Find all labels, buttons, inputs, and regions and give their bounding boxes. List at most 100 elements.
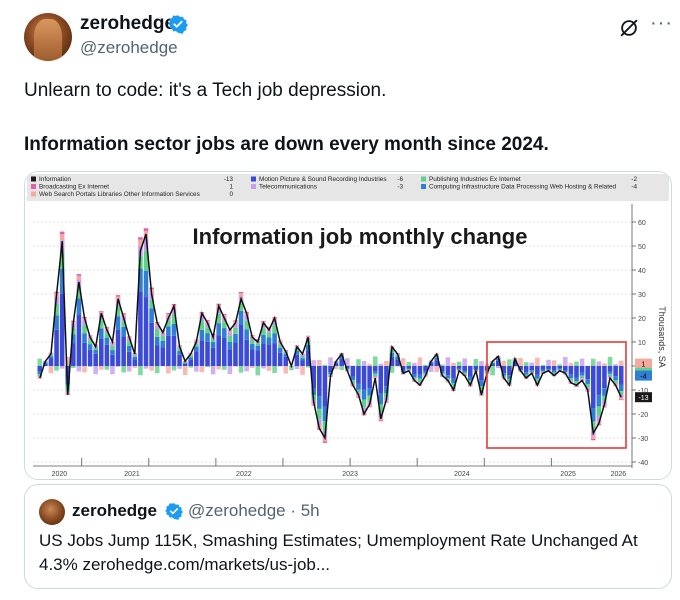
- bar-segment: [277, 352, 283, 366]
- handle[interactable]: @zerohedge: [80, 38, 178, 57]
- legend-box: [27, 174, 669, 201]
- bar-segment: [507, 379, 512, 383]
- bar-segment: [417, 378, 423, 383]
- avatar[interactable]: [24, 13, 72, 61]
- quoted-avatar[interactable]: [39, 499, 65, 525]
- bar-segment: [115, 316, 121, 330]
- legend-swatch: [31, 184, 36, 189]
- bar-segment: [613, 380, 618, 383]
- bar-segment: [317, 419, 322, 426]
- bar-segment: [590, 358, 596, 366]
- bar-segment: [205, 366, 210, 368]
- legend-swatch: [421, 184, 426, 189]
- display-name[interactable]: zerohedge: [80, 13, 176, 34]
- x-tick-label: 2023: [342, 471, 358, 478]
- bar-segment: [490, 366, 495, 376]
- bar-segment: [607, 366, 613, 372]
- bar-segment: [255, 366, 261, 376]
- bar-segment: [423, 371, 428, 374]
- y-axis-label: Thousands, SA: [657, 306, 667, 368]
- bar-segment: [194, 343, 199, 347]
- bar-segment: [266, 366, 272, 371]
- bar-segment: [417, 366, 423, 375]
- bar-segment: [182, 366, 188, 376]
- bar-segment: [344, 366, 350, 369]
- bar-segment: [495, 360, 501, 366]
- quoted-time[interactable]: · 5h: [290, 501, 320, 520]
- bar-segment: [221, 322, 227, 329]
- bar-segment: [529, 362, 535, 366]
- quoted-display-name[interactable]: zerohedge: [72, 501, 158, 520]
- bar-segment: [473, 358, 479, 366]
- bar-segment: [389, 366, 395, 373]
- more-options-icon[interactable]: ···: [650, 12, 673, 34]
- bar-segment: [445, 357, 451, 366]
- bar-segment: [76, 288, 82, 299]
- quoted-handle[interactable]: @zerohedge: [188, 501, 286, 520]
- bar-segment: [590, 438, 596, 441]
- bar-segment: [87, 349, 93, 366]
- bar-segment: [574, 381, 579, 384]
- bar-segment: [244, 339, 249, 366]
- quoted-handle-time[interactable]: @zerohedge · 5h: [188, 501, 320, 521]
- bar-segment: [412, 381, 417, 382]
- bar-segment: [188, 355, 194, 358]
- bar-segment: [479, 380, 484, 387]
- bar-segment: [76, 275, 82, 280]
- bar-segment: [272, 320, 277, 326]
- bar-segment: [205, 333, 210, 342]
- bar-segment: [412, 374, 417, 378]
- bar-segment: [501, 373, 507, 376]
- information-total-line: [39, 233, 622, 441]
- bar-segment: [356, 359, 361, 366]
- bar-segment: [93, 366, 98, 375]
- quoted-tweet[interactable]: zerohedge @zerohedge · 5h US Jobs Jump 1…: [24, 484, 672, 589]
- bar-segment: [277, 344, 283, 348]
- bar-segment: [289, 366, 294, 371]
- bar-segment: [467, 376, 473, 381]
- bar-segment: [126, 341, 132, 347]
- bar-segment: [540, 364, 546, 366]
- bar-segment: [618, 397, 624, 400]
- bar-segment: [182, 362, 188, 364]
- bar-segment: [367, 395, 372, 401]
- bar-segment: [221, 314, 227, 318]
- bar-segment: [194, 366, 199, 372]
- chart-title: Information job monthly change: [193, 224, 528, 249]
- bar-segment: [255, 345, 261, 351]
- bar-segment: [440, 364, 445, 366]
- bar-segment: [356, 397, 361, 398]
- bar-segment: [317, 359, 322, 366]
- bar-segment: [440, 366, 445, 372]
- bar-segment: [65, 356, 71, 366]
- bar-segment: [618, 366, 624, 385]
- legend-label: Publishing Industries Ex Internet: [429, 176, 521, 183]
- bar-segment: [434, 357, 440, 361]
- bar-segment: [177, 354, 182, 366]
- bar-segment: [311, 387, 317, 396]
- bar-segment: [395, 359, 400, 366]
- bar-segment: [261, 328, 266, 335]
- bar-segment: [445, 366, 451, 376]
- bar-segment: [82, 320, 87, 326]
- bar-segment: [87, 340, 93, 345]
- bar-segment: [546, 366, 551, 369]
- bar-segment: [551, 370, 557, 373]
- bar-segment: [574, 366, 579, 378]
- grok-icon[interactable]: [618, 17, 640, 39]
- bar-segment: [121, 326, 126, 337]
- y-tick-label: -20: [638, 412, 648, 419]
- bar-segment: [227, 349, 233, 366]
- bar-segment: [160, 340, 166, 348]
- bar-segment: [48, 358, 54, 366]
- bar-segment: [227, 342, 233, 350]
- bar-segment: [110, 350, 115, 355]
- bar-segment: [590, 435, 596, 439]
- chart-image[interactable]: Information -13 Broadcasting Ex Internet 1 W…: [24, 171, 672, 480]
- bar-segment: [115, 366, 121, 367]
- bar-segment: [579, 375, 585, 379]
- bar-segment: [238, 303, 244, 311]
- bar-segment: [333, 363, 339, 366]
- bar-segment: [317, 408, 322, 420]
- bar-segment: [361, 399, 367, 408]
